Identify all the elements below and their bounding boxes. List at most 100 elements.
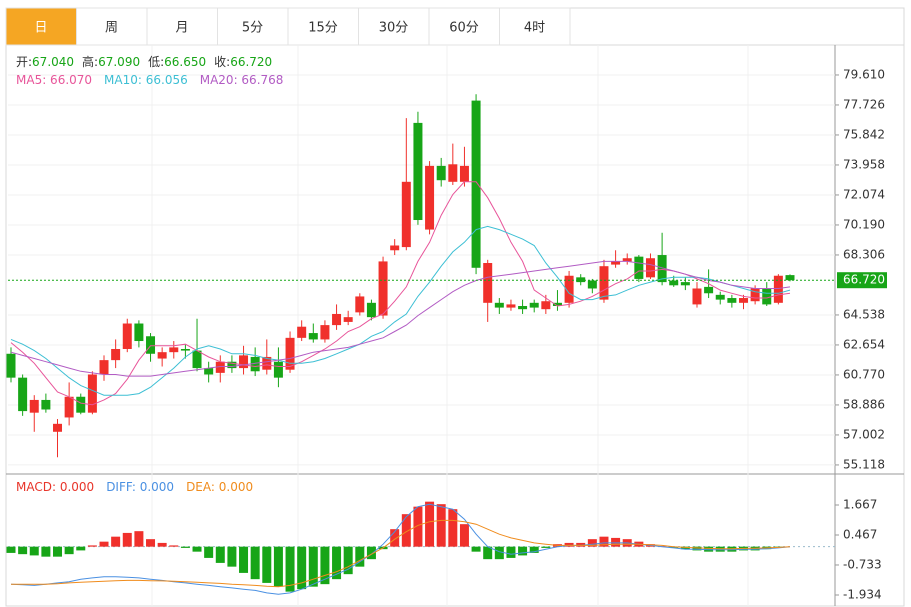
y-tick-label: 73.958 <box>843 157 885 171</box>
macd-bar <box>611 537 621 547</box>
tab-label[interactable]: 日 <box>34 21 47 36</box>
candle-body <box>401 181 411 248</box>
y-tick-label: 62.654 <box>843 337 885 351</box>
indicator-line <box>10 225 791 396</box>
candle-body <box>204 368 214 375</box>
candle-body <box>529 302 539 308</box>
candle-body <box>634 256 644 279</box>
candle-body <box>87 374 97 413</box>
y-tick-label: 68.306 <box>843 247 885 261</box>
macd-bar <box>18 546 28 555</box>
candle-body <box>169 347 179 353</box>
legend-entry: MA10: 66.056 <box>104 73 188 87</box>
candle-body <box>494 302 504 308</box>
tab-label[interactable]: 15分 <box>308 21 338 36</box>
candle-body <box>692 288 702 305</box>
candle-body <box>239 355 249 369</box>
candle-body <box>506 304 516 308</box>
macd-bar <box>425 501 435 547</box>
candle-body <box>459 165 469 182</box>
y-tick-label: 60.770 <box>843 367 885 381</box>
macd-bar <box>157 542 167 547</box>
candle-body <box>680 282 690 286</box>
macd-bar <box>587 539 597 547</box>
candle-body <box>587 280 597 289</box>
candle-body <box>599 266 609 300</box>
y-tick-label: 75.842 <box>843 127 885 141</box>
macd-bar <box>704 546 714 552</box>
macd-bar <box>29 546 39 556</box>
macd-bar <box>413 506 423 547</box>
macd-bar <box>541 546 551 548</box>
candle-body <box>704 286 714 294</box>
candle-body <box>645 258 655 278</box>
candle-body <box>111 348 121 361</box>
tab[interactable] <box>146 7 218 46</box>
candle-body <box>262 356 272 370</box>
macd-bar <box>518 546 528 556</box>
tab-label[interactable]: 30分 <box>379 21 409 36</box>
candle-body <box>308 333 318 340</box>
tab[interactable] <box>76 7 148 46</box>
macd-bar <box>192 546 202 552</box>
candle-body <box>762 288 772 305</box>
candle-body <box>471 100 481 268</box>
macd-bar <box>308 546 318 587</box>
indicator-line <box>10 503 791 595</box>
y-tick-label: 55.118 <box>843 457 885 471</box>
candle-body <box>366 302 376 318</box>
candle-body <box>425 165 435 230</box>
macd-bar <box>250 546 260 580</box>
macd-bar <box>285 546 295 592</box>
tab[interactable] <box>287 7 359 46</box>
macd-bar <box>576 542 586 547</box>
macd-bar <box>355 546 365 567</box>
macd-bar <box>41 546 51 557</box>
tab[interactable] <box>217 7 289 46</box>
candle-body <box>715 294 725 300</box>
tab[interactable] <box>499 7 571 46</box>
y-tick-label: -1.934 <box>843 588 882 602</box>
macd-bar <box>53 546 63 557</box>
tab-label[interactable]: 4时 <box>524 21 545 36</box>
candle-body <box>41 399 51 410</box>
tab-label[interactable]: 月 <box>175 21 188 36</box>
info-label: 收: <box>214 55 230 69</box>
candle-body <box>250 356 260 372</box>
macd-bar <box>483 546 493 560</box>
macd-bar <box>204 546 214 558</box>
y-tick-label: 64.538 <box>843 307 885 321</box>
candle-body <box>320 325 330 340</box>
macd-bar <box>494 546 504 560</box>
macd-bar <box>459 524 469 547</box>
macd-bar <box>6 546 16 553</box>
y-tick-label: 0.467 <box>843 527 877 541</box>
macd-bar <box>366 546 376 560</box>
candle-body <box>64 396 74 418</box>
candle-body <box>134 323 144 342</box>
macd-bar <box>215 546 225 563</box>
candle-body <box>413 122 423 221</box>
tab[interactable] <box>5 7 77 46</box>
tab-label[interactable]: 60分 <box>449 21 479 36</box>
legend-entry: DIFF: 0.000 <box>106 480 174 494</box>
legend-entry: MA20: 66.768 <box>200 73 284 87</box>
candle-body <box>285 337 295 370</box>
info-value: 67.040 <box>32 55 74 69</box>
macd-bar <box>390 529 400 547</box>
macd-bar <box>448 509 458 547</box>
candle-body <box>227 361 237 369</box>
tab-label[interactable]: 5分 <box>242 21 263 36</box>
tab[interactable] <box>428 7 500 46</box>
y-tick-label: 72.074 <box>843 187 885 201</box>
candle-body <box>773 275 783 303</box>
y-tick-label: 70.190 <box>843 217 885 231</box>
macd-bar <box>239 546 249 573</box>
y-tick-label: 58.886 <box>843 397 885 411</box>
tab-label[interactable]: 周 <box>105 21 118 36</box>
legend-entry: DEA: 0.000 <box>186 480 253 494</box>
macd-bar <box>320 546 330 585</box>
macd-bar <box>76 546 86 551</box>
macd-bar <box>506 546 516 558</box>
